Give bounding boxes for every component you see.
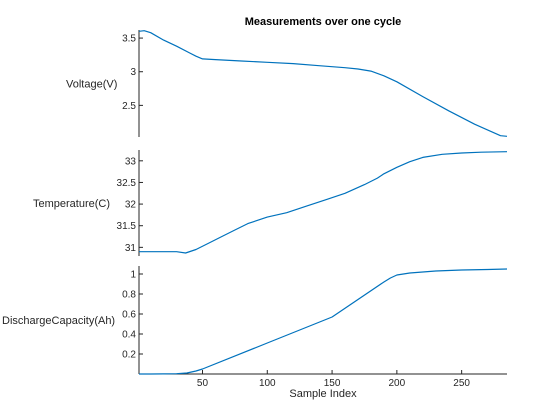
x-axis-label: Sample Index <box>289 388 357 400</box>
temperature-y-tick-label: 33 <box>125 156 137 167</box>
x-tick-label: 250 <box>453 378 470 389</box>
temperature-y-label: Temperature(C) <box>33 198 110 210</box>
discharge-capacity-y-tick-label: 0.2 <box>122 350 136 361</box>
temperature-series-line <box>139 151 508 254</box>
chart-title: Measurements over one cycle <box>245 16 402 28</box>
temperature-y-tick-label: 31.5 <box>117 221 137 232</box>
voltage-y-tick-label: 3 <box>130 67 136 78</box>
discharge-capacity-y-tick-label: 0.6 <box>122 310 136 321</box>
discharge-capacity-y-tick-label: 1 <box>130 270 136 281</box>
voltage-y-tick-label: 3.5 <box>122 34 136 45</box>
voltage-series-line <box>138 30 508 137</box>
x-tick-label: 150 <box>324 378 341 389</box>
temperature-subplot: 31 31.5 32 32.5 33 Temperature(C) <box>33 150 508 256</box>
voltage-y-tick-label: 2.5 <box>122 101 136 112</box>
voltage-y-label: Voltage(V) <box>66 79 117 91</box>
voltage-subplot: 2.5 3 3.5 Voltage(V) <box>66 30 508 137</box>
temperature-y-tick-label: 31 <box>125 243 137 254</box>
temperature-y-tick-label: 32.5 <box>117 178 137 189</box>
x-tick-label: 200 <box>389 378 406 389</box>
discharge-capacity-y-tick-label: 0.8 <box>122 290 136 301</box>
temperature-y-tick-label: 32 <box>125 200 137 211</box>
discharge-capacity-y-tick-label: 0.4 <box>122 330 136 341</box>
discharge-capacity-series-line <box>139 268 508 375</box>
discharge-capacity-subplot: 0.2 0.4 0.6 0.8 1 DischargeCapacity(Ah) 50 100 1… <box>2 266 508 400</box>
x-tick-label: 50 <box>197 378 209 389</box>
x-tick-label: 100 <box>259 378 276 389</box>
discharge-capacity-y-label: DischargeCapacity(Ah) <box>2 315 115 327</box>
